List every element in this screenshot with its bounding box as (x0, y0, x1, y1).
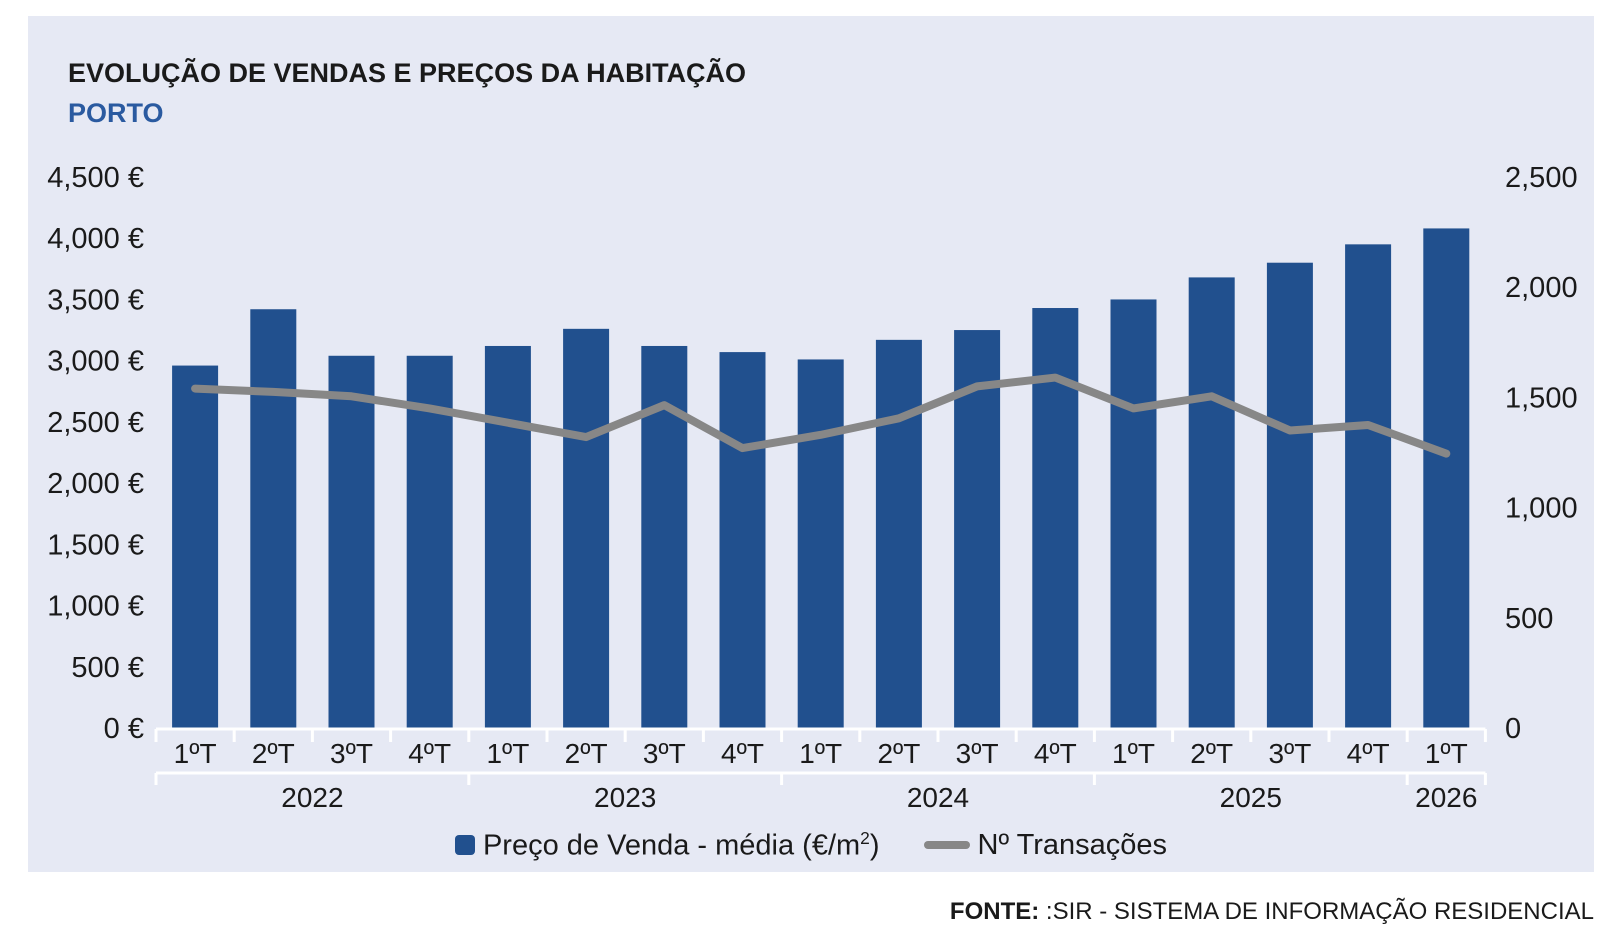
bar-series (172, 228, 1470, 728)
x-tick-label: 4ºT (408, 738, 451, 769)
x-tick-label: 2ºT (252, 738, 295, 769)
x-tick-label: 2ºT (877, 738, 920, 769)
legend-item-price: Preço de Venda - média (€/m2) (454, 828, 880, 863)
legend-swatch-bar (454, 835, 475, 856)
price-bar (1110, 299, 1157, 728)
line-series (191, 373, 1451, 458)
price-bar (719, 352, 766, 728)
x-tick-label: 3ºT (330, 738, 373, 769)
price-bar (1266, 262, 1313, 728)
price-bar (1032, 308, 1079, 728)
y-left-tick-label: 4,000 € (47, 223, 144, 255)
x-tick-label: 1ºT (1425, 738, 1468, 769)
price-bar (875, 339, 922, 728)
legend-item-transactions: Nº Transações (923, 828, 1168, 862)
x-tick-label: 3ºT (1268, 738, 1311, 769)
x-tick-label: 4ºT (1347, 738, 1390, 769)
price-bar (406, 355, 453, 728)
x-tick-label: 2ºT (565, 738, 608, 769)
year-label: 2022 (281, 782, 343, 813)
price-bar (797, 359, 844, 728)
y-right-tick-label: 0 (1505, 713, 1521, 745)
y-axis-right: 0 500 1,000 1,500 2,000 2,500 (1505, 162, 1578, 745)
y-left-tick-label: 4,500 € (47, 162, 144, 194)
legend-swatch-line (923, 841, 970, 850)
price-bar (1188, 277, 1235, 728)
y-left-tick-label: 3,500 € (47, 284, 144, 316)
source-label: FONTE: (949, 898, 1040, 925)
y-left-tick-label: 0 € (104, 713, 144, 745)
x-tick-label: 1ºT (1112, 738, 1155, 769)
year-label: 2024 (907, 782, 969, 813)
price-bar (172, 365, 219, 728)
x-tick-label: 2ºT (1190, 738, 1233, 769)
x-axis: 1ºT 2ºT 3ºT 4ºT 1ºT 2ºT 3ºT 4ºT 1ºT 2ºT 3ºT 4ºT 1ºT 2… (154, 727, 1487, 813)
price-bar (563, 328, 610, 728)
y-left-tick-label: 2,500 € (47, 407, 144, 439)
price-bar (328, 355, 375, 728)
y-left-tick-label: 1,500 € (47, 529, 144, 561)
y-right-tick-label: 2,000 (1505, 272, 1578, 304)
chart-title: EVOLUÇÃO DE VENDAS E PREÇOS DA HABITAÇÃO (68, 58, 747, 88)
legend-label-price: Preço de Venda - média (€/m2) (482, 828, 880, 862)
x-tick-label: 3ºT (643, 738, 686, 769)
y-left-tick-label: 500 € (71, 652, 144, 684)
y-right-tick-label: 500 (1505, 603, 1553, 635)
x-tick-label: 4ºT (1034, 738, 1077, 769)
x-tick-label: 3ºT (956, 738, 999, 769)
legend-label-transactions: Nº Transações (977, 828, 1168, 861)
y-right-tick-label: 1,000 (1505, 493, 1578, 525)
price-bar (1345, 244, 1392, 728)
price-bar (250, 309, 297, 728)
price-bar (484, 345, 531, 728)
y-left-tick-label: 3,000 € (47, 346, 144, 378)
source-text: :SIR - SISTEMA DE INFORMAÇÃO RESIDENCIAL (1039, 898, 1594, 925)
y-right-tick-label: 2,500 (1505, 162, 1578, 194)
x-tick-label: 4ºT (721, 738, 764, 769)
chart-subtitle: PORTO (68, 98, 164, 128)
y-left-tick-label: 1,000 € (47, 591, 144, 623)
year-label: 2026 (1415, 782, 1477, 813)
year-label: 2023 (594, 782, 656, 813)
x-tick-label: 1ºT (486, 738, 529, 769)
y-axis-left: 0 € 500 € 1,000 € 1,500 € 2,000 € 2,500 € 3,00… (47, 162, 144, 745)
x-tick-label: 1ºT (799, 738, 842, 769)
price-bar (1423, 228, 1470, 728)
x-tick-label: 1ºT (174, 738, 217, 769)
year-label: 2025 (1220, 782, 1282, 813)
legend: Preço de Venda - média (€/m2) Nº Transaç… (0, 828, 1622, 863)
y-right-tick-label: 1,500 (1505, 382, 1578, 414)
source-note: FONTE: :SIR - SISTEMA DE INFORMAÇÃO RESI… (950, 898, 1594, 926)
y-left-tick-label: 2,000 € (47, 468, 144, 500)
